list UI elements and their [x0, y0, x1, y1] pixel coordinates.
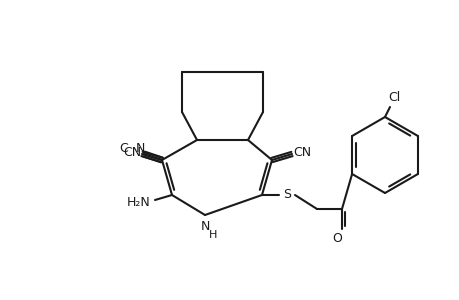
Text: N: N: [136, 142, 145, 154]
Text: H₂N: H₂N: [127, 196, 151, 209]
Text: H: H: [208, 230, 217, 240]
Text: S: S: [282, 188, 291, 202]
Text: C: C: [119, 142, 128, 154]
Text: O: O: [331, 232, 341, 244]
Text: CN: CN: [123, 146, 141, 158]
Text: CN: CN: [292, 146, 310, 158]
Text: Cl: Cl: [387, 91, 399, 103]
Text: N: N: [200, 220, 209, 233]
